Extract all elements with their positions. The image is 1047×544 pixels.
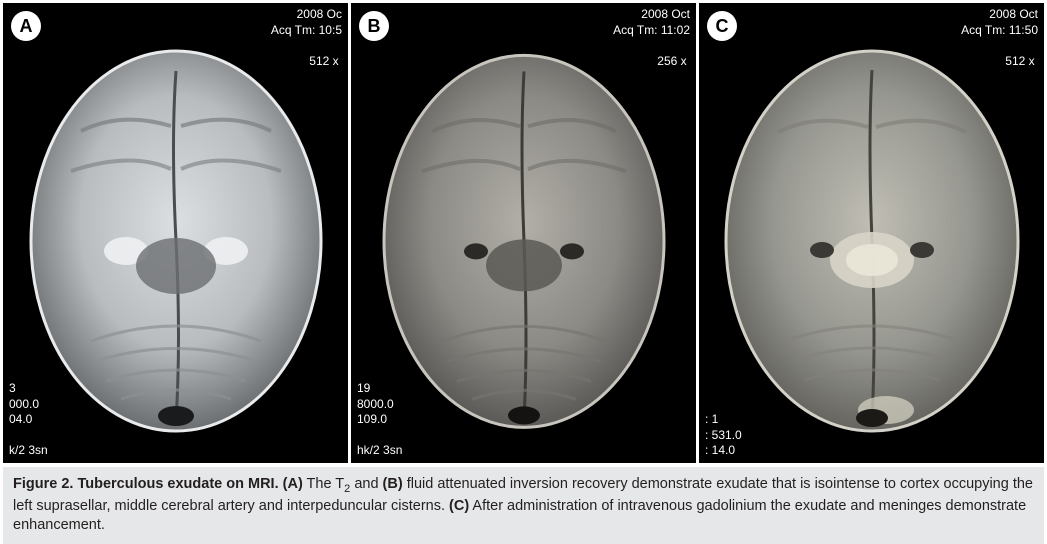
panel-b: B 2008 Oct Acq Tm: 11:02 256 x 19 8000.0… [351, 3, 696, 463]
panel-b-label: B [359, 11, 389, 41]
panel-a: A 2008 Oc Acq Tm: 10:5 512 x 3 000.0 04.… [3, 3, 348, 463]
figure-title: Tuberculous exudate on MRI. [77, 476, 278, 492]
panel-c-scan [716, 40, 1028, 442]
figure-number: Figure 2. [13, 476, 73, 492]
panel-c-label: C [707, 11, 737, 41]
panel-a-scan [21, 41, 331, 441]
caption-a-text-2: and [350, 476, 382, 492]
caption-b-label: (B) [383, 476, 403, 492]
figure-container: A 2008 Oc Acq Tm: 10:5 512 x 3 000.0 04.… [0, 0, 1047, 544]
caption-c-label: (C) [449, 498, 469, 514]
panel-a-label: A [11, 11, 41, 41]
figure-caption: Figure 2. Tuberculous exudate on MRI. (A… [3, 467, 1044, 544]
caption-a-label: (A) [283, 476, 303, 492]
caption-a-text-1: The T [303, 476, 344, 492]
panel-b-scan [374, 43, 674, 438]
panels-row: A 2008 Oc Acq Tm: 10:5 512 x 3 000.0 04.… [0, 0, 1047, 463]
panel-c: C 2008 Oct Acq Tm: 11:50 512 x : 1 : 531… [699, 3, 1044, 463]
